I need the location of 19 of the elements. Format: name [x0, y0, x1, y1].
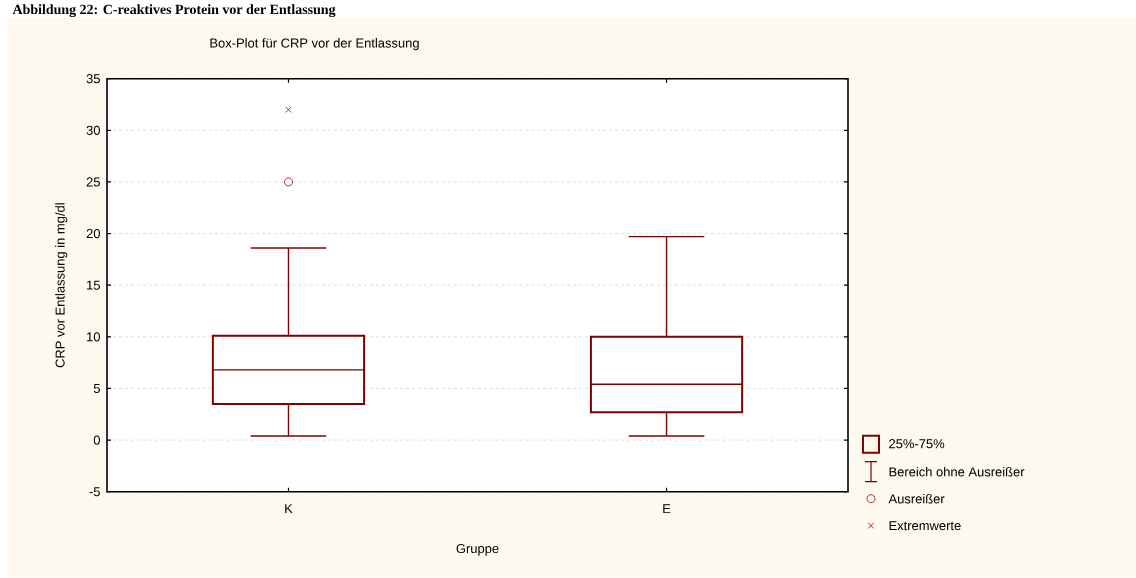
y-tick-label: 15: [87, 280, 100, 290]
chart-title: Box-Plot für CRP vor der Entlassung: [210, 38, 419, 51]
y-tick-label: 0: [93, 435, 100, 445]
y-axis-title: CRP vor Entlassung in mg/dl: [55, 203, 68, 368]
legend-label: Extremwerte: [889, 521, 961, 531]
x-tick-label: E: [663, 504, 671, 514]
legend-label: 25%-75%: [889, 439, 945, 449]
y-tick-label: -5: [89, 487, 100, 497]
legend-label: Ausreißer: [888, 494, 945, 504]
y-tick-label: 30: [86, 125, 100, 136]
x-tick-label: K: [285, 504, 293, 514]
text: Bereich ohne Ausreißer: [889, 467, 1025, 477]
text: Abbildung 22: C-reaktives Protein vor der Entlassung: [12, 4, 336, 18]
y-tick-label: 5: [93, 384, 100, 394]
x-axis-title: Gruppe: [456, 544, 499, 556]
y-tick-label: 35: [86, 74, 100, 84]
y-tick-label: 20: [86, 229, 100, 239]
y-tick-label: 25: [86, 177, 100, 187]
y-tick-label: 10: [87, 332, 100, 342]
